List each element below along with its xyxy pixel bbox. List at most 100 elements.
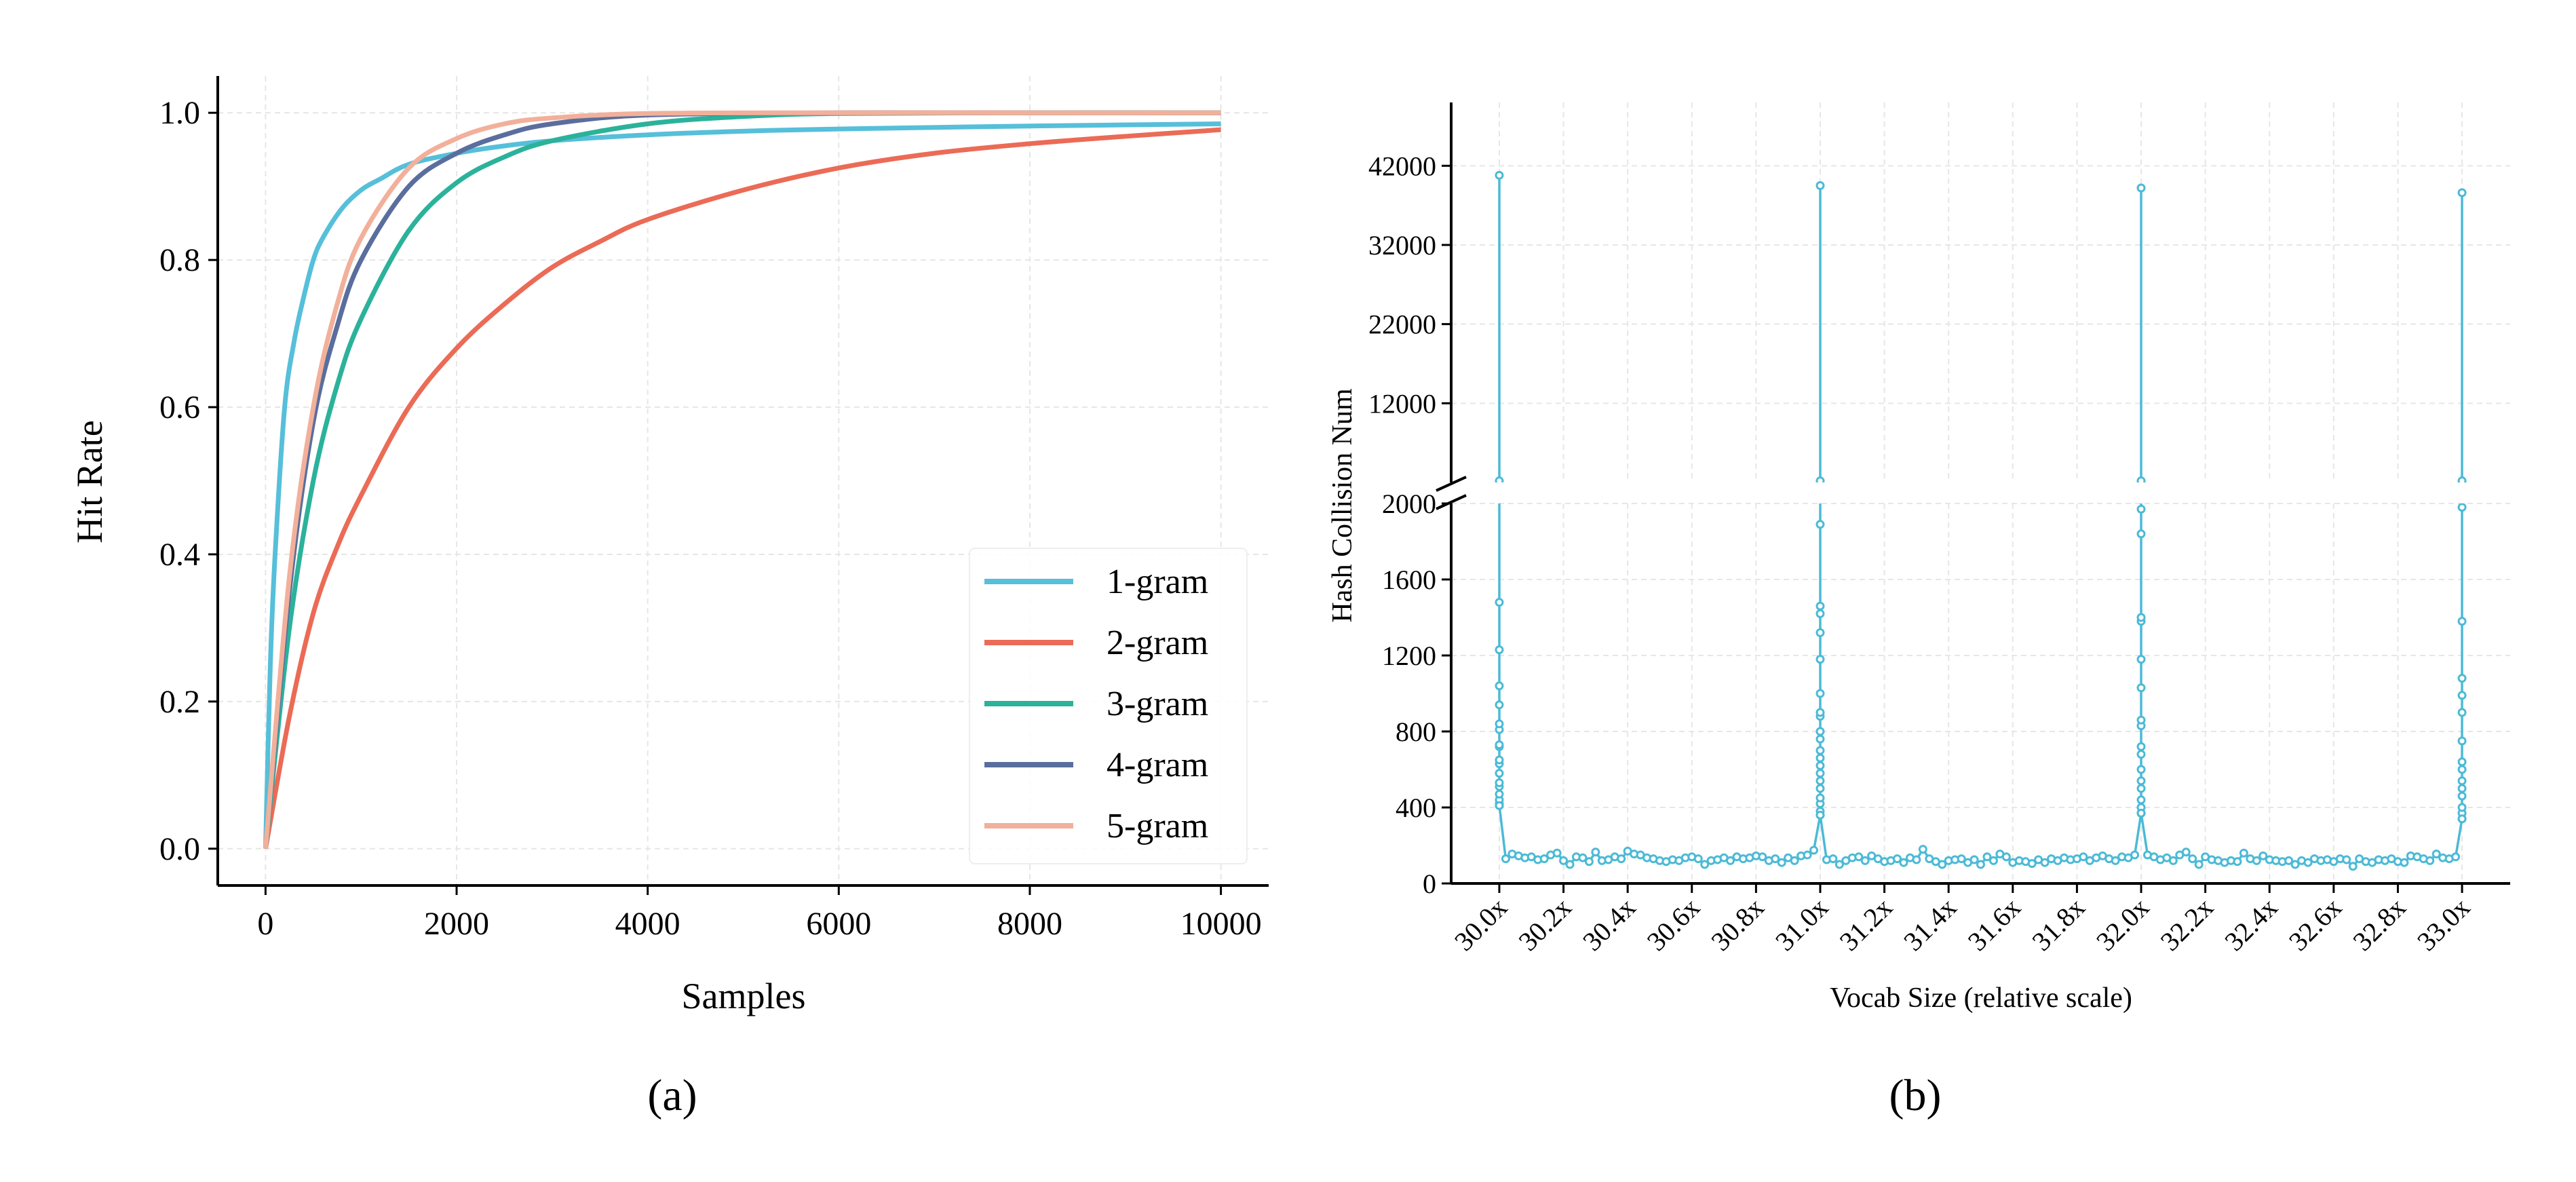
data-point bbox=[2459, 487, 2465, 493]
data-point bbox=[2279, 494, 2286, 501]
data-point bbox=[1541, 494, 1547, 501]
data-point bbox=[1496, 491, 1503, 498]
data-point bbox=[1815, 628, 1825, 637]
y-tick-label: 0.0 bbox=[159, 831, 200, 867]
data-point bbox=[2086, 494, 2093, 501]
data-point bbox=[1495, 476, 1504, 482]
data-point bbox=[1982, 852, 1992, 862]
data-point bbox=[1573, 494, 1579, 501]
data-point bbox=[2183, 493, 2189, 500]
data-point bbox=[1495, 681, 1504, 691]
data-point bbox=[1496, 491, 1503, 498]
data-point bbox=[2342, 855, 2351, 864]
data-point bbox=[1495, 645, 1504, 655]
data-point bbox=[1817, 486, 1824, 493]
data-point bbox=[2457, 736, 2467, 746]
x-tick-label: 31.6x bbox=[1962, 892, 2026, 957]
data-point bbox=[2459, 492, 2465, 499]
data-point bbox=[2401, 494, 2408, 501]
data-point bbox=[2136, 742, 2146, 751]
data-point bbox=[2048, 494, 2055, 501]
data-point bbox=[1815, 601, 1825, 611]
data-point bbox=[2106, 494, 2113, 501]
data-point bbox=[2035, 494, 2042, 501]
x-tick-label: 30.8x bbox=[1705, 892, 1769, 957]
data-point bbox=[1617, 854, 1626, 864]
data-point bbox=[2111, 856, 2120, 865]
data-point bbox=[1496, 487, 1503, 494]
data-point bbox=[1501, 854, 1510, 864]
data-point bbox=[1834, 860, 1844, 869]
data-point bbox=[1881, 494, 1888, 501]
data-point bbox=[1631, 494, 1638, 501]
x-tick-label: 30.0x bbox=[1448, 892, 1513, 957]
y-tick-label: 0.2 bbox=[159, 684, 200, 720]
x-tick-label: 32.4x bbox=[2218, 892, 2283, 957]
data-point bbox=[2136, 683, 2146, 693]
y-tick-label: 12000 bbox=[1368, 388, 1436, 419]
legend-label: 1-gram bbox=[1107, 563, 1208, 601]
data-point bbox=[2290, 860, 2300, 869]
data-point bbox=[2311, 494, 2318, 501]
data-point bbox=[1899, 858, 1908, 867]
x-tick-label: 0 bbox=[257, 906, 273, 942]
data-point bbox=[1495, 789, 1504, 799]
x-tick-label: 30.4x bbox=[1577, 892, 1641, 957]
data-point bbox=[1752, 494, 1759, 501]
data-point bbox=[1817, 484, 1824, 491]
data-point bbox=[2247, 494, 2254, 501]
data-point bbox=[2284, 856, 2294, 865]
data-point bbox=[1815, 810, 1825, 820]
data-point bbox=[1495, 719, 1504, 729]
data-point bbox=[1817, 492, 1824, 499]
data-point bbox=[2138, 489, 2145, 495]
data-point bbox=[2003, 494, 2010, 501]
data-point bbox=[1976, 860, 1985, 869]
data-point bbox=[1495, 170, 1504, 180]
y-tick-label: 22000 bbox=[1368, 309, 1436, 340]
data-point bbox=[2202, 494, 2209, 501]
data-point bbox=[2459, 491, 2465, 498]
data-point bbox=[1817, 489, 1824, 495]
y-tick-label: 1.0 bbox=[159, 95, 200, 131]
data-point bbox=[2073, 494, 2080, 501]
data-point bbox=[1815, 761, 1825, 770]
data-point bbox=[1854, 852, 1864, 862]
data-point bbox=[2414, 494, 2421, 501]
data-point bbox=[1790, 856, 1799, 865]
data-point bbox=[1496, 487, 1503, 493]
data-point bbox=[1815, 689, 1825, 698]
data-point bbox=[1875, 494, 1881, 501]
data-point bbox=[2318, 494, 2324, 501]
data-point bbox=[2459, 492, 2465, 499]
x-tick-label: 32.0x bbox=[2090, 892, 2155, 957]
data-point bbox=[2459, 490, 2465, 497]
data-point bbox=[2138, 491, 2145, 498]
data-point bbox=[2138, 490, 2145, 497]
data-point bbox=[2079, 852, 2088, 862]
data-point bbox=[2138, 492, 2145, 499]
data-point bbox=[1817, 491, 1824, 498]
data-point bbox=[2136, 795, 2146, 805]
data-point bbox=[2303, 858, 2313, 867]
data-point bbox=[2266, 494, 2273, 501]
data-point bbox=[1815, 753, 1825, 763]
x-tick-label: 31.0x bbox=[1769, 892, 1834, 957]
data-point bbox=[1689, 494, 1695, 501]
data-point bbox=[1906, 494, 1913, 501]
data-point bbox=[2459, 489, 2465, 496]
data-point bbox=[1656, 494, 1663, 501]
data-point bbox=[2138, 489, 2145, 496]
data-point bbox=[1836, 494, 1843, 501]
x-tick-label: 30.6x bbox=[1641, 892, 1706, 957]
data-point bbox=[1815, 793, 1825, 803]
data-point bbox=[1496, 492, 1503, 499]
data-point bbox=[1815, 776, 1825, 786]
data-point bbox=[1726, 856, 1735, 865]
data-point bbox=[2453, 494, 2459, 501]
x-tick-label: 2000 bbox=[424, 906, 489, 942]
data-point bbox=[1815, 708, 1825, 717]
data-point bbox=[2138, 492, 2145, 499]
data-point bbox=[1708, 494, 1714, 501]
data-point bbox=[2138, 484, 2145, 491]
